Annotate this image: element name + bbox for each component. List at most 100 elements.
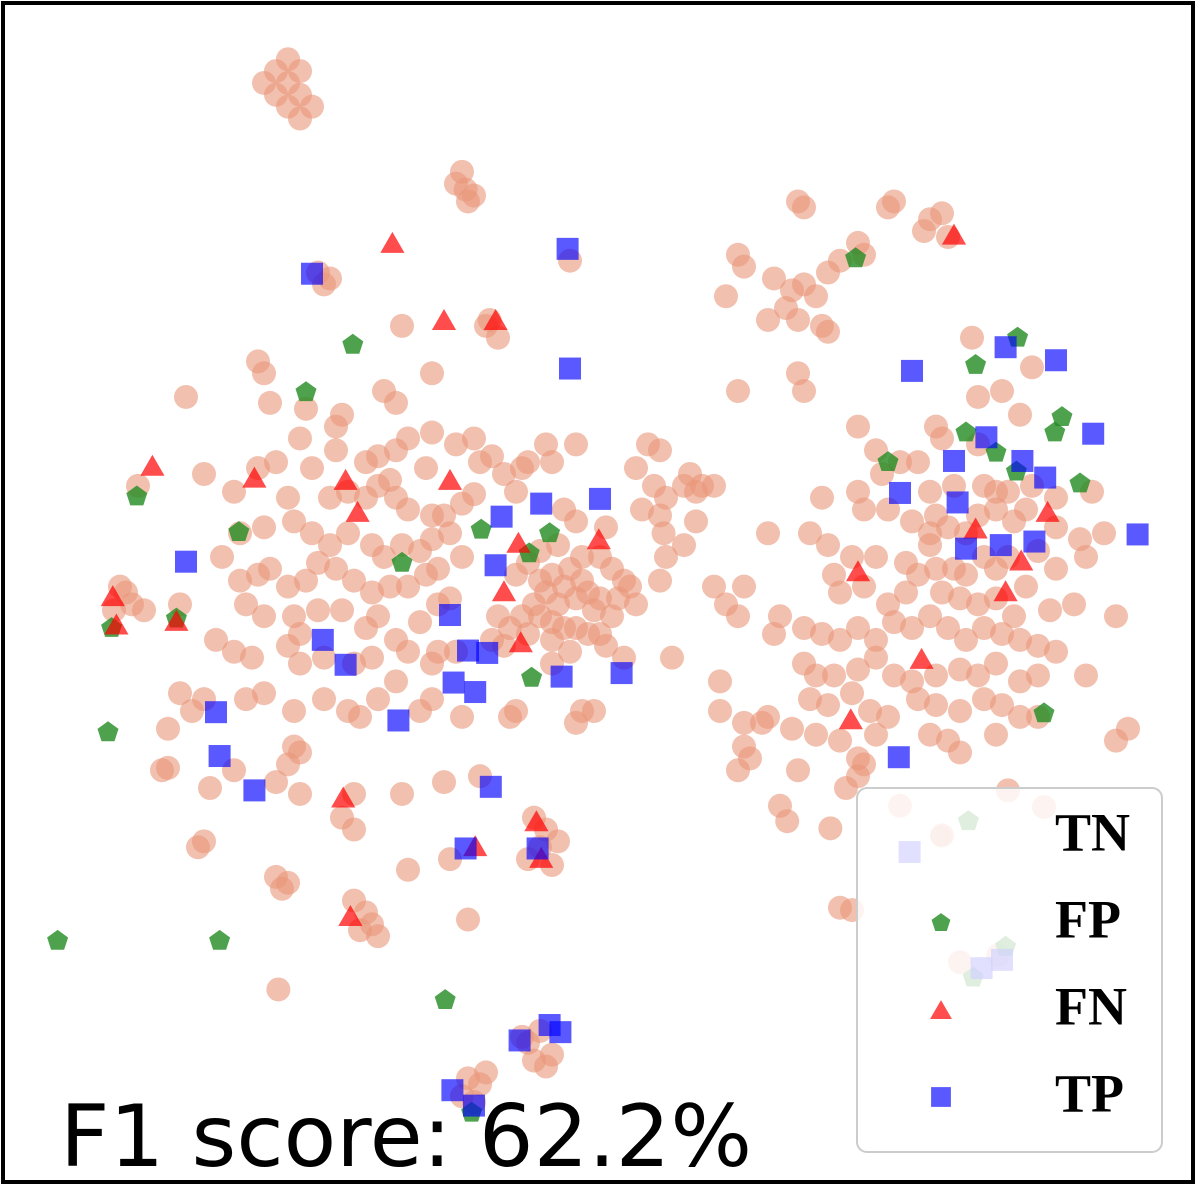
point (954, 562, 978, 587)
point (792, 379, 816, 404)
point (780, 716, 804, 741)
point (506, 531, 531, 553)
point (454, 837, 477, 860)
point (756, 521, 780, 546)
point (909, 647, 934, 669)
point (243, 779, 266, 802)
point (1008, 627, 1032, 652)
point (396, 639, 420, 664)
point (852, 752, 876, 777)
point (1034, 466, 1057, 489)
point (876, 704, 900, 729)
point (474, 1060, 498, 1085)
point (1002, 604, 1026, 629)
point (266, 977, 291, 1002)
point (822, 663, 846, 688)
point (654, 544, 678, 569)
point (209, 929, 231, 950)
point (924, 556, 948, 581)
point (222, 639, 246, 664)
point (828, 580, 852, 605)
point (242, 466, 267, 488)
point (294, 568, 318, 593)
point (948, 699, 972, 723)
point (804, 663, 828, 688)
point (156, 716, 180, 741)
point (434, 989, 456, 1009)
point (252, 604, 276, 629)
point (456, 907, 480, 932)
point (318, 485, 342, 510)
point (672, 533, 696, 558)
point (366, 604, 390, 629)
point (276, 485, 300, 510)
point (508, 631, 533, 653)
point (946, 491, 969, 514)
point (906, 562, 930, 587)
point (906, 687, 930, 712)
point (210, 544, 234, 569)
point (333, 468, 358, 490)
point (342, 568, 366, 593)
point (540, 450, 564, 475)
point (294, 396, 318, 421)
point (420, 361, 444, 386)
point (996, 479, 1020, 504)
point (840, 681, 864, 706)
point (311, 628, 334, 651)
point (804, 284, 828, 309)
point (484, 554, 507, 577)
point (420, 527, 444, 552)
point (651, 521, 676, 546)
point (750, 710, 774, 735)
point (818, 816, 843, 841)
point (463, 1094, 485, 1117)
point (792, 616, 816, 641)
point (624, 456, 648, 481)
point (714, 284, 738, 309)
point (331, 786, 356, 808)
point (550, 665, 573, 688)
point (936, 616, 960, 641)
legend-label: FP (1055, 889, 1121, 949)
point (342, 817, 366, 842)
point (360, 580, 384, 605)
point (918, 479, 942, 504)
point (1045, 349, 1067, 372)
point (1062, 592, 1086, 617)
point (175, 550, 197, 573)
point (684, 509, 708, 534)
point (882, 663, 906, 688)
point (882, 610, 906, 635)
point (479, 775, 502, 798)
point (342, 333, 364, 354)
point (198, 776, 222, 801)
point (930, 580, 954, 605)
point (301, 262, 323, 285)
point (431, 309, 457, 330)
point (104, 613, 129, 635)
point (648, 438, 672, 463)
point (846, 616, 870, 641)
point (252, 515, 276, 540)
point (306, 598, 330, 623)
point (1051, 406, 1073, 426)
point (966, 663, 990, 688)
point (838, 708, 863, 730)
point (390, 781, 414, 806)
point (396, 857, 420, 882)
point (1074, 663, 1098, 688)
point (168, 681, 192, 706)
point (732, 710, 756, 735)
point (476, 641, 499, 664)
point (276, 574, 300, 599)
point (624, 592, 648, 617)
point (1069, 472, 1091, 493)
point (282, 509, 306, 534)
point (834, 776, 858, 801)
point (300, 94, 324, 119)
point (483, 309, 508, 330)
point (678, 462, 702, 486)
point (877, 451, 899, 471)
point (1008, 402, 1032, 427)
